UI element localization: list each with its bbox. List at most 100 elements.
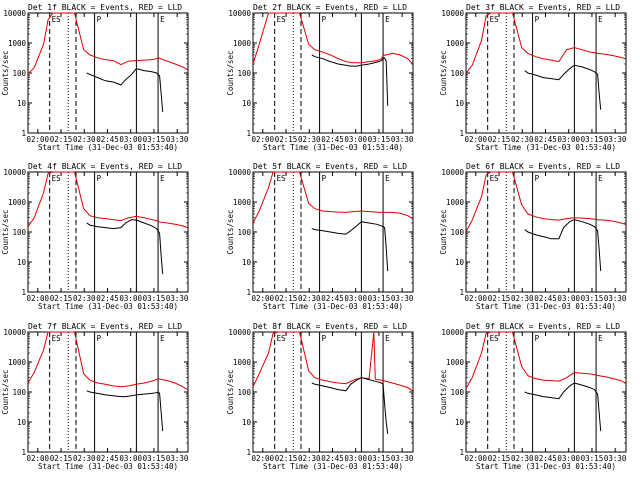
y-tick-label: 10000 [228, 168, 251, 177]
panel-5: Det 5f BLACK = Events, RED = LLD 1 10 100 10… [226, 162, 414, 311]
series-lld-line [252, 331, 413, 392]
y-tick-label: 10000 [3, 328, 26, 337]
x-tick-label: 02:15 [275, 135, 298, 144]
series-events-line [311, 221, 389, 272]
x-tick-label: 03:00 [344, 454, 367, 463]
y-tick-label: 1 [246, 448, 251, 457]
x-tick-label: 02:15 [488, 294, 511, 303]
y-tick-label: 1000 [233, 358, 252, 367]
series-lld-line [465, 171, 626, 233]
y-axis-label: Counts/sec [226, 50, 235, 95]
x-tick-label: 03:30 [604, 294, 627, 303]
panel-title: Det 9f BLACK = Events, RED = LLD [466, 322, 620, 331]
y-tick-label: 10 [455, 258, 465, 267]
y-tick-label: 10000 [441, 168, 464, 177]
series-lld-line [252, 12, 413, 65]
y-tick-label: 1 [21, 288, 26, 297]
time-marker-label: P [535, 174, 540, 183]
x-tick-label: 02:00 [252, 294, 275, 303]
x-tick-label: 03:30 [391, 294, 414, 303]
y-tick-label: 1 [459, 448, 464, 457]
y-tick-label: 10 [17, 99, 27, 108]
time-marker-label: E [385, 174, 390, 183]
time-marker-label: ES [52, 334, 62, 343]
y-tick-label: 1 [459, 129, 464, 138]
time-marker-label: E [160, 15, 165, 24]
x-axis-label: Start Time (31-Dec-03 01:53:40) [476, 302, 616, 311]
time-marker-label: P [322, 174, 327, 183]
x-tick-label: 02:30 [298, 135, 321, 144]
x-tick-label: 02:00 [27, 135, 50, 144]
time-marker-label: E [598, 15, 603, 24]
x-tick-label: 03:15 [143, 294, 166, 303]
time-marker-label: E [598, 334, 603, 343]
x-tick-label: 03:30 [166, 454, 189, 463]
plot-frame [465, 331, 627, 453]
time-marker-label: P [535, 15, 540, 24]
time-marker-label: E [160, 174, 165, 183]
time-marker-label: E [385, 15, 390, 24]
x-tick-label: 03:00 [344, 135, 367, 144]
y-tick-label: 1000 [446, 198, 465, 207]
time-marker-label: P [322, 15, 327, 24]
x-tick-label: 03:00 [119, 454, 142, 463]
y-tick-label: 1000 [8, 39, 27, 48]
plot-frame [252, 12, 414, 134]
x-tick-label: 02:00 [27, 294, 50, 303]
panel-2: Det 2f BLACK = Events, RED = LLD 1 10 100 10… [226, 3, 414, 152]
y-tick-label: 100 [12, 388, 26, 397]
plot-frame [27, 12, 189, 134]
x-tick-label: 03:30 [604, 454, 627, 463]
x-tick-label: 03:30 [604, 135, 627, 144]
x-tick-label: 02:30 [298, 294, 321, 303]
series-events-line [524, 382, 602, 432]
x-tick-label: 02:15 [488, 135, 511, 144]
x-tick-label: 03:00 [557, 294, 580, 303]
panel-1: Det 1f BLACK = Events, RED = LLD 1 10 100 10… [1, 3, 189, 152]
panel-7: Det 7f BLACK = Events, RED = LLD 1 10 100 10… [1, 322, 189, 471]
panel-3: Det 3f BLACK = Events, RED = LLD 1 10 100 10… [439, 3, 627, 152]
y-tick-label: 10000 [441, 328, 464, 337]
x-axis-label: Start Time (31-Dec-03 01:53:40) [38, 143, 178, 152]
y-tick-label: 1 [246, 129, 251, 138]
y-axis-label: Counts/sec [439, 50, 448, 95]
x-tick-label: 03:15 [143, 454, 166, 463]
x-tick-label: 02:45 [321, 294, 344, 303]
y-axis-label: Counts/sec [439, 209, 448, 254]
x-tick-label: 02:45 [321, 454, 344, 463]
y-tick-label: 100 [450, 69, 464, 78]
x-tick-label: 03:15 [368, 135, 391, 144]
y-tick-label: 1000 [233, 198, 252, 207]
y-tick-label: 1 [21, 448, 26, 457]
time-marker-label: ES [277, 334, 287, 343]
x-tick-label: 03:15 [581, 135, 604, 144]
time-marker-label: ES [277, 174, 287, 183]
x-axis-label: Start Time (31-Dec-03 01:53:40) [476, 143, 616, 152]
time-marker-label: P [535, 334, 540, 343]
time-marker-label: ES [490, 174, 500, 183]
time-marker-label: P [97, 334, 102, 343]
plot-frame [465, 171, 627, 293]
x-tick-label: 03:15 [368, 454, 391, 463]
x-tick-label: 02:00 [252, 135, 275, 144]
y-tick-label: 100 [12, 228, 26, 237]
x-tick-label: 03:30 [166, 135, 189, 144]
panel-title: Det 3f BLACK = Events, RED = LLD [466, 3, 620, 12]
x-tick-label: 02:15 [50, 454, 73, 463]
y-tick-label: 10000 [3, 9, 26, 18]
series-events-line [524, 64, 602, 110]
x-tick-label: 03:00 [119, 294, 142, 303]
x-tick-label: 02:45 [96, 454, 119, 463]
y-tick-label: 1000 [233, 39, 252, 48]
series-lld-line [27, 171, 188, 229]
time-marker-label: ES [277, 15, 287, 24]
x-tick-label: 02:00 [465, 454, 488, 463]
y-tick-label: 100 [237, 388, 251, 397]
panel-9: Det 9f BLACK = Events, RED = LLD 1 10 100 10… [439, 322, 627, 471]
y-tick-label: 1 [246, 288, 251, 297]
y-axis-label: Counts/sec [1, 369, 10, 414]
x-tick-label: 02:30 [73, 135, 96, 144]
y-axis-label: Counts/sec [1, 209, 10, 254]
x-tick-label: 02:45 [96, 294, 119, 303]
